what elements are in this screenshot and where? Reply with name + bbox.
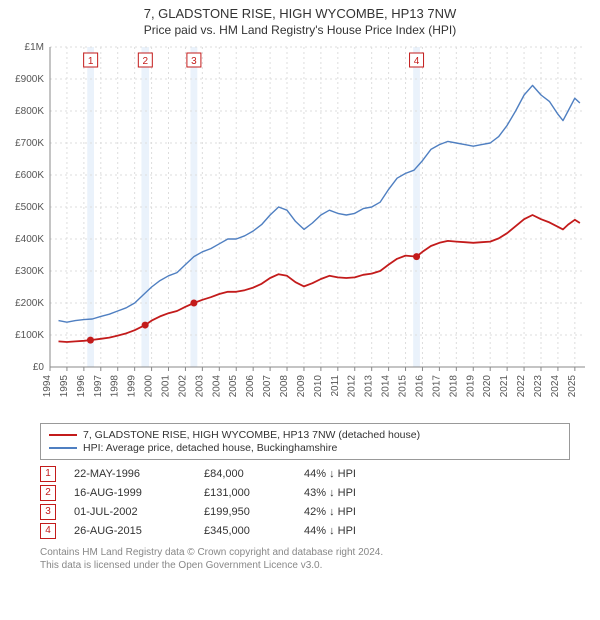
sale-price: £131,000 [204,487,304,499]
svg-text:2024: 2024 [550,375,561,398]
sales-row: 2 16-AUG-1999£131,00043% ↓ HPI [40,485,570,501]
svg-text:£300K: £300K [15,266,44,277]
sale-date: 16-AUG-1999 [74,487,204,499]
svg-text:2012: 2012 [347,375,358,398]
svg-text:£700K: £700K [15,138,44,149]
svg-text:2011: 2011 [330,375,341,397]
svg-text:2003: 2003 [194,375,205,398]
svg-text:2006: 2006 [245,375,256,398]
svg-text:2021: 2021 [499,375,510,398]
svg-text:2017: 2017 [431,375,442,398]
sale-price: £345,000 [204,525,304,537]
svg-text:£100K: £100K [15,330,44,341]
svg-text:£0: £0 [33,362,45,373]
sale-marker-box: 1 [40,466,56,482]
svg-text:£500K: £500K [15,202,44,213]
svg-text:2023: 2023 [533,375,544,398]
attribution-line: Contains HM Land Registry data © Crown c… [40,547,570,560]
attribution-line: This data is licensed under the Open Gov… [40,560,570,573]
title-block: 7, GLADSTONE RISE, HIGH WYCOMBE, HP13 7N… [0,0,600,37]
svg-text:2009: 2009 [296,375,307,398]
svg-text:1994: 1994 [42,375,53,398]
svg-text:2015: 2015 [398,375,409,398]
sale-marker-box: 4 [40,523,56,539]
svg-text:2016: 2016 [414,375,425,398]
svg-text:£1M: £1M [25,42,44,53]
svg-text:2019: 2019 [465,375,476,398]
sale-vs-hpi: 44% ↓ HPI [304,468,414,480]
svg-text:2001: 2001 [161,375,172,398]
svg-text:2018: 2018 [448,375,459,398]
chart: £0 £100K £200K £300K £400K £500K £600K £700K £80… [0,37,600,417]
svg-text:2014: 2014 [381,375,392,398]
svg-text:£400K: £400K [15,234,44,245]
svg-text:3: 3 [191,56,197,67]
svg-text:2: 2 [143,56,149,67]
title-line-2: Price paid vs. HM Land Registry's House … [0,23,600,37]
sale-vs-hpi: 42% ↓ HPI [304,506,414,518]
svg-text:£900K: £900K [15,74,44,85]
svg-text:1995: 1995 [59,375,70,398]
legend-label: 7, GLADSTONE RISE, HIGH WYCOMBE, HP13 7N… [83,429,420,441]
svg-text:2020: 2020 [482,375,493,398]
sale-date: 22-MAY-1996 [74,468,204,480]
svg-text:1996: 1996 [76,375,87,398]
sale-price: £199,950 [204,506,304,518]
svg-text:2013: 2013 [364,375,375,398]
svg-text:4: 4 [414,56,420,67]
svg-text:2004: 2004 [211,375,222,398]
legend-item: HPI: Average price, detached house, Buck… [49,442,561,454]
sale-vs-hpi: 44% ↓ HPI [304,525,414,537]
sales-row: 3 01-JUL-2002£199,95042% ↓ HPI [40,504,570,520]
svg-text:1999: 1999 [127,375,138,398]
svg-text:2022: 2022 [516,375,527,398]
svg-text:2025: 2025 [567,375,578,398]
svg-text:2002: 2002 [177,375,188,398]
svg-text:2005: 2005 [228,375,239,398]
legend-label: HPI: Average price, detached house, Buck… [83,442,337,454]
legend: 7, GLADSTONE RISE, HIGH WYCOMBE, HP13 7N… [40,423,570,460]
svg-text:2010: 2010 [313,375,324,398]
sale-marker-box: 2 [40,485,56,501]
svg-text:1997: 1997 [93,375,104,398]
sale-price: £84,000 [204,468,304,480]
sale-vs-hpi: 43% ↓ HPI [304,487,414,499]
legend-swatch [49,447,77,449]
svg-text:2007: 2007 [262,375,273,398]
legend-item: 7, GLADSTONE RISE, HIGH WYCOMBE, HP13 7N… [49,429,561,441]
chart-svg: £0 £100K £200K £300K £400K £500K £600K £700K £80… [0,37,600,417]
svg-text:1: 1 [88,56,94,67]
svg-text:£600K: £600K [15,170,44,181]
svg-text:£800K: £800K [15,106,44,117]
svg-text:2008: 2008 [279,375,290,398]
sale-date: 26-AUG-2015 [74,525,204,537]
sales-row: 4 26-AUG-2015£345,00044% ↓ HPI [40,523,570,539]
svg-text:£200K: £200K [15,298,44,309]
sale-date: 01-JUL-2002 [74,506,204,518]
sales-table: 122-MAY-1996£84,00044% ↓ HPI216-AUG-1999… [40,466,570,539]
svg-text:1998: 1998 [110,375,121,398]
svg-text:2000: 2000 [144,375,155,398]
sale-marker-box: 3 [40,504,56,520]
attribution: Contains HM Land Registry data © Crown c… [40,547,570,572]
sales-row: 1 22-MAY-1996£84,00044% ↓ HPI [40,466,570,482]
title-line-1: 7, GLADSTONE RISE, HIGH WYCOMBE, HP13 7N… [0,6,600,21]
legend-swatch [49,434,77,436]
figure-container: 7, GLADSTONE RISE, HIGH WYCOMBE, HP13 7N… [0,0,600,572]
